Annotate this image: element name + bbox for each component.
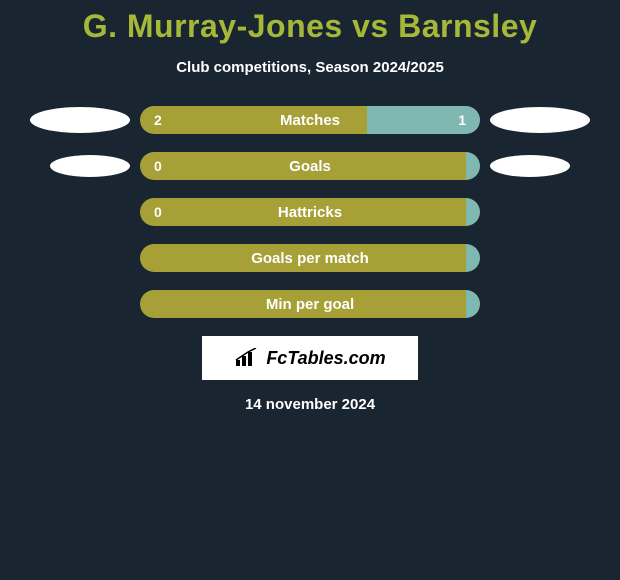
logo-box: FcTables.com	[202, 336, 418, 380]
bar-right-segment	[466, 290, 480, 318]
bar-left-segment: 0	[140, 198, 466, 226]
bar-right-segment	[466, 198, 480, 226]
left-ellipse	[30, 107, 130, 133]
bar-left-segment	[140, 244, 466, 272]
bar-right-segment: 1	[367, 106, 480, 134]
bar-left-segment	[140, 290, 466, 318]
bar-left-segment: 2	[140, 106, 367, 134]
right-ellipse	[490, 155, 570, 177]
left-ellipse	[50, 155, 130, 177]
bar-right-segment	[466, 244, 480, 272]
stat-row: 21Matches	[0, 106, 620, 134]
footer-date: 14 november 2024	[0, 396, 620, 413]
bar-right-segment	[466, 152, 480, 180]
stats-rows: 21Matches 0Goals 0Hattricks Goals per match…	[0, 106, 620, 318]
logo-text: FcTables.com	[266, 348, 385, 369]
bar-left-segment: 0	[140, 152, 466, 180]
chart-icon	[234, 348, 262, 368]
right-ellipse	[490, 107, 590, 133]
stat-bar: 21Matches	[140, 106, 480, 134]
stat-row: Min per goal	[0, 290, 620, 318]
stat-row: Goals per match	[0, 244, 620, 272]
stat-row: 0Goals	[0, 152, 620, 180]
stat-bar: Goals per match	[140, 244, 480, 272]
stat-bar: 0Goals	[140, 152, 480, 180]
stat-bar: Min per goal	[140, 290, 480, 318]
page-title: G. Murray-Jones vs Barnsley	[0, 0, 620, 45]
stat-row: 0Hattricks	[0, 198, 620, 226]
page-subtitle: Club competitions, Season 2024/2025	[0, 59, 620, 76]
stat-bar: 0Hattricks	[140, 198, 480, 226]
